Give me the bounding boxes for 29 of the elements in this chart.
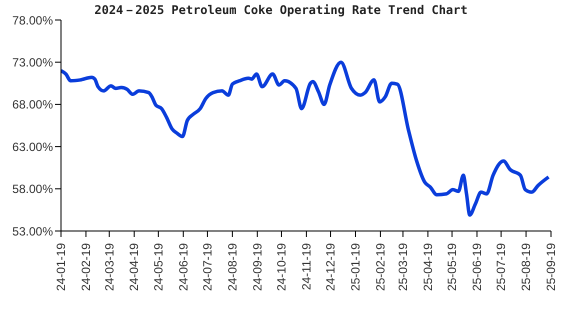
x-tick-label: 25-07-19 — [494, 242, 508, 292]
x-tick-label: 24-06-19 — [176, 242, 190, 292]
x-tick-label: 25-06-19 — [470, 242, 484, 292]
x-tick-label: 24-11-19 — [299, 242, 314, 290]
x-tick-label: 24-09-19 — [250, 242, 264, 292]
x-tick-label: 24-07-19 — [200, 242, 214, 292]
x-tick-label: 24-12-19 — [324, 242, 338, 292]
x-tick-label: 24-10-19 — [274, 242, 288, 292]
x-tick-label: 24-01-19 — [54, 242, 68, 292]
x-tick-label: 25-08-19 — [519, 242, 534, 292]
x-tick-label: 24-05-19 — [151, 242, 166, 292]
y-tick-label: 78.00% — [12, 13, 54, 28]
x-tick-label: 25-01-19 — [348, 242, 362, 292]
y-tick-label: 53.00% — [12, 224, 54, 238]
y-tick-label: 58.00% — [12, 182, 54, 196]
x-tick-label: 25-03-19 — [396, 242, 410, 292]
x-tick-label: 25-09-19 — [544, 242, 558, 292]
y-tick-label: 68.00% — [12, 98, 54, 112]
y-tick-label: 63.00% — [12, 140, 54, 154]
x-tick-label: 25-04-19 — [420, 242, 435, 292]
x-tick-label: 25-05-19 — [445, 242, 460, 292]
x-tick-label: 24-08-19 — [225, 242, 240, 292]
x-tick-label: 24-02-19 — [78, 242, 93, 292]
x-tick-label: 24-04-19 — [127, 242, 142, 292]
x-tick-label: 24-03-19 — [102, 242, 116, 292]
chart-title: 2024－2025 Petroleum Coke Operating Rate Trend Chart — [94, 3, 468, 17]
y-tick-label: 73.00% — [12, 55, 54, 70]
x-tick-label: 25-02-19 — [373, 242, 388, 292]
line-series — [61, 60, 550, 217]
